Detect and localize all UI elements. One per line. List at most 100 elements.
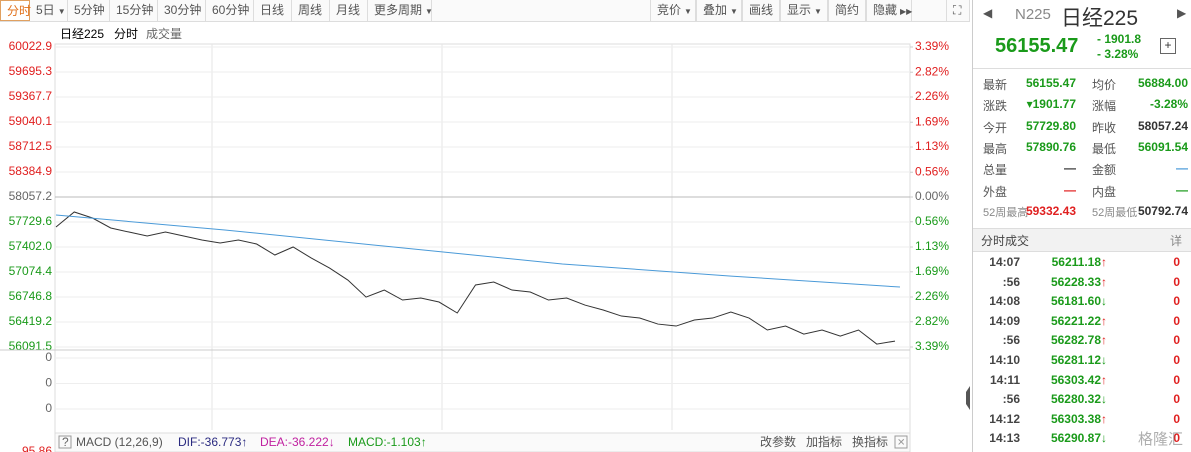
trade-price: 56303.42 [1050, 372, 1101, 387]
y-tick-label: 58384.9 [9, 164, 53, 178]
macd-dea: DEA:-36.222↓ [260, 435, 335, 449]
quote-value: — [1176, 161, 1188, 176]
trade-arrow: ↓ [1101, 353, 1107, 367]
chart-title: 日经225 [60, 27, 104, 41]
quote-value: 56884.00 [1137, 76, 1188, 90]
button-label: 5日 [36, 3, 55, 17]
dropdown-caret: ▼ [425, 7, 433, 16]
tool-button[interactable]: 竞价 ▼ [650, 0, 696, 21]
period-button[interactable]: 5分钟 [68, 0, 110, 21]
trade-time: :56 [1002, 274, 1020, 289]
indicator-label: 成交量 [146, 26, 182, 41]
button-label: 60分钟 [212, 3, 250, 17]
period-button[interactable]: 60分钟 [206, 0, 254, 21]
trade-volume: 0 [1173, 313, 1180, 328]
trade-arrow: ↓ [1101, 431, 1107, 446]
y-tick-label: 57074.4 [9, 264, 53, 278]
tool-button[interactable]: 简约 [828, 0, 866, 21]
add-button[interactable]: + [1160, 38, 1176, 54]
trade-time: 14:07 [989, 255, 1020, 269]
button-label: 15分钟 [116, 3, 154, 17]
y2-tick-label: 1.69% [915, 264, 949, 278]
trade-price: 56290.87 [1050, 431, 1101, 446]
button-label: 简约 [835, 3, 860, 17]
macd-action[interactable]: 改参数 [760, 434, 796, 449]
period-button[interactable]: 月线 [330, 0, 368, 21]
quote-value: 56091.54 [1137, 139, 1188, 154]
quote-label: 涨幅 [1092, 99, 1117, 114]
trade-time: 14:11 [989, 372, 1020, 387]
trade-time: 14:12 [989, 411, 1020, 426]
trade-arrow: ↓ [1101, 294, 1107, 309]
dropdown-caret: ▼ [814, 7, 822, 16]
trade-price: 56228.33 [1050, 274, 1101, 289]
last-price: 56155.47 [995, 35, 1079, 57]
button-label: 分时 [7, 4, 32, 18]
nav-left[interactable]: ◀ [983, 6, 993, 20]
y2-tick-label: 2.82% [915, 314, 949, 328]
macd-action[interactable]: 换指标 [852, 434, 888, 449]
period-button[interactable]: 分时 [0, 0, 32, 21]
y-tick-label: 56419.2 [9, 314, 53, 328]
trade-volume: 0 [1173, 255, 1180, 269]
button-label: 30分钟 [164, 3, 202, 17]
close-box [894, 435, 908, 449]
quote-value: — [1176, 182, 1188, 197]
quote-value: 57729.80 [1025, 118, 1076, 133]
y-tick-label: 58712.5 [9, 139, 53, 153]
quote-value: — [1064, 182, 1076, 197]
quote-label: 总量 [983, 163, 1008, 178]
trade-volume: 0 [1173, 431, 1180, 446]
trade-price: 56221.22 [1050, 313, 1101, 328]
trade-price: 56280.32 [1050, 392, 1101, 407]
period-button[interactable]: 日线 [254, 0, 292, 21]
y-tick-label: 57402.0 [9, 239, 53, 253]
stock-name: 日经225 [1061, 7, 1139, 30]
button-label: 画线 [749, 3, 774, 17]
period-button[interactable]: 15分钟 [110, 0, 158, 21]
trade-volume: 0 [1173, 333, 1180, 348]
quote-label: 外盘 [983, 184, 1008, 199]
trade-arrow: ↑ [1101, 372, 1107, 387]
y2-tick-label: 0.56% [915, 214, 949, 228]
tool-button[interactable]: 显示 ▼ [780, 0, 828, 21]
period-button[interactable]: 30分钟 [158, 0, 206, 21]
expand-icon[interactable]: ⛶ [946, 0, 970, 21]
trade-arrow: ↓ [1101, 392, 1107, 407]
tool-button[interactable]: 叠加 ▼ [696, 0, 742, 21]
nav-right[interactable]: ▶ [1177, 6, 1187, 20]
y-tick-label: 59367.7 [9, 89, 53, 103]
button-label: 竞价 [657, 3, 682, 17]
y-tick-label: 60022.9 [9, 39, 53, 53]
button-label: 月线 [336, 3, 361, 17]
period-button[interactable]: 周线 [292, 0, 330, 21]
macd-name: MACD (12,26,9) [76, 435, 163, 449]
stock-code: N225 [1015, 6, 1051, 23]
quote-value: 56155.47 [1025, 76, 1076, 90]
trade-volume: 0 [1173, 372, 1180, 387]
macd-action[interactable]: 加指标 [806, 434, 842, 449]
quote-panel: ◀ N225 日经225 ▶ 56155.47 - 1901.8- 3.28% + 最新 561… [972, 0, 1191, 452]
period-button[interactable]: 5日 ▼ [30, 0, 68, 21]
divider [973, 68, 1191, 69]
dropdown-caret: ▼ [57, 7, 66, 16]
tool-button[interactable]: 隐藏 ▶▶ [866, 0, 912, 21]
quote-label: 最新 [983, 78, 1008, 92]
button-label: 更多周期 [374, 3, 423, 17]
trade-volume: 0 [1173, 392, 1180, 407]
button-label: 显示 [787, 3, 812, 17]
y2-tick-label: 1.13% [915, 239, 949, 253]
chart: 日经225 分时 成交量 3.39% 2.82% 2.26% 1.69% 1.13% 0.56%… [0, 26, 970, 452]
watermark: 格隆汇 [1138, 431, 1184, 448]
close-icon: ✕ [897, 438, 905, 449]
tool-button[interactable]: 画线 [742, 0, 780, 21]
quote-label: 昨收 [1092, 120, 1117, 135]
y2-tick-label: 2.26% [915, 89, 949, 103]
y-tick-label: 56746.8 [9, 289, 53, 303]
volume-tick-label: 0 [45, 350, 52, 364]
trades-detail[interactable]: 详 [1170, 234, 1183, 248]
period-button[interactable]: 更多周期 ▼ [368, 0, 433, 21]
y2-tick-label: 0.56% [915, 164, 949, 178]
quote-label: 最高 [983, 141, 1008, 156]
